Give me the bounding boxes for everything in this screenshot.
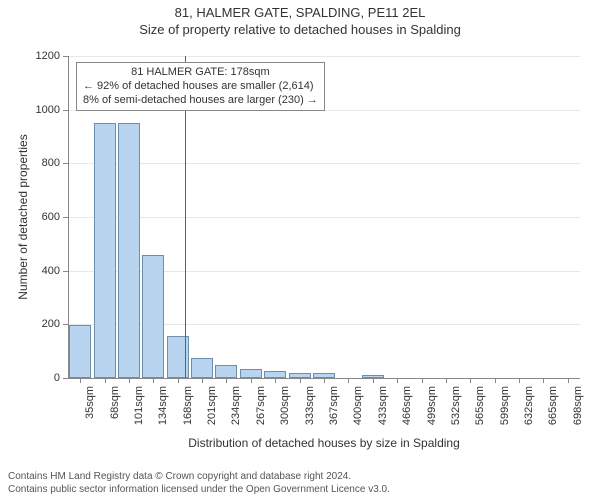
gridline — [68, 163, 580, 164]
footer-line-2: Contains public sector information licen… — [0, 484, 600, 497]
x-tick-mark — [568, 378, 569, 383]
y-axis-line — [68, 56, 69, 378]
x-tick-mark — [373, 378, 374, 383]
x-tick-mark — [543, 378, 544, 383]
x-tick-mark — [153, 378, 154, 383]
x-tick-label: 234sqm — [230, 386, 242, 436]
footer-line-1: Contains HM Land Registry data © Crown c… — [0, 471, 600, 484]
x-tick-mark — [300, 378, 301, 383]
histogram-bar — [215, 365, 237, 378]
histogram-bar — [69, 325, 91, 378]
x-tick-label: 433sqm — [377, 386, 389, 436]
histogram-bar — [142, 255, 164, 378]
page-title: 81, HALMER GATE, SPALDING, PE11 2EL — [0, 5, 600, 20]
x-tick-label: 599sqm — [499, 386, 511, 436]
histogram-bar — [264, 371, 286, 378]
x-tick-label: 400sqm — [352, 386, 364, 436]
footer: Contains HM Land Registry data © Crown c… — [0, 471, 600, 496]
x-tick-mark — [422, 378, 423, 383]
x-tick-label: 532sqm — [450, 386, 462, 436]
x-tick-label: 300sqm — [279, 386, 291, 436]
x-tick-label: 565sqm — [474, 386, 486, 436]
x-tick-label: 101sqm — [133, 386, 145, 436]
x-tick-label: 201sqm — [206, 386, 218, 436]
y-tick-label: 800 — [0, 157, 60, 169]
y-tick-mark — [63, 378, 68, 379]
x-tick-label: 632sqm — [523, 386, 535, 436]
histogram-bar — [118, 123, 140, 378]
y-tick-mark — [63, 110, 68, 111]
annotation-line: 8% of semi-detached houses are larger (2… — [83, 94, 318, 108]
x-tick-mark — [470, 378, 471, 383]
annotation-line: 81 HALMER GATE: 178sqm — [83, 66, 318, 80]
x-tick-label: 499sqm — [426, 386, 438, 436]
x-tick-label: 168sqm — [182, 386, 194, 436]
x-axis-title: Distribution of detached houses by size … — [68, 436, 580, 450]
x-tick-label: 665sqm — [547, 386, 559, 436]
y-tick-label: 0 — [0, 372, 60, 384]
page-subtitle: Size of property relative to detached ho… — [0, 22, 600, 37]
x-tick-label: 698sqm — [572, 386, 584, 436]
histogram-bar — [94, 123, 116, 378]
x-tick-mark — [202, 378, 203, 383]
x-tick-mark — [348, 378, 349, 383]
x-tick-mark — [178, 378, 179, 383]
x-tick-mark — [519, 378, 520, 383]
x-tick-mark — [226, 378, 227, 383]
x-tick-label: 466sqm — [401, 386, 413, 436]
y-tick-label: 1200 — [0, 50, 60, 62]
x-tick-mark — [446, 378, 447, 383]
x-tick-mark — [324, 378, 325, 383]
x-tick-mark — [495, 378, 496, 383]
histogram-bar — [240, 369, 262, 378]
x-tick-label: 267sqm — [255, 386, 267, 436]
x-tick-mark — [129, 378, 130, 383]
x-tick-mark — [80, 378, 81, 383]
x-tick-label: 367sqm — [328, 386, 340, 436]
x-tick-label: 68sqm — [109, 386, 121, 436]
x-tick-mark — [251, 378, 252, 383]
x-tick-mark — [397, 378, 398, 383]
histogram-bar — [191, 358, 213, 378]
x-tick-mark — [105, 378, 106, 383]
y-tick-mark — [63, 56, 68, 57]
annotation-line: ← 92% of detached houses are smaller (2,… — [83, 80, 318, 94]
y-tick-label: 600 — [0, 211, 60, 223]
y-tick-label: 200 — [0, 318, 60, 330]
gridline — [68, 56, 580, 57]
x-tick-label: 35sqm — [84, 386, 96, 436]
x-tick-label: 333sqm — [304, 386, 316, 436]
x-tick-label: 134sqm — [157, 386, 169, 436]
y-tick-mark — [63, 271, 68, 272]
annotation-box: 81 HALMER GATE: 178sqm← 92% of detached … — [76, 62, 325, 111]
chart-container: { "title_line1": "81, HALMER GATE, SPALD… — [0, 0, 600, 500]
y-tick-mark — [63, 324, 68, 325]
y-tick-mark — [63, 163, 68, 164]
gridline — [68, 217, 580, 218]
y-tick-mark — [63, 217, 68, 218]
y-tick-label: 400 — [0, 265, 60, 277]
y-tick-label: 1000 — [0, 104, 60, 116]
x-tick-mark — [275, 378, 276, 383]
